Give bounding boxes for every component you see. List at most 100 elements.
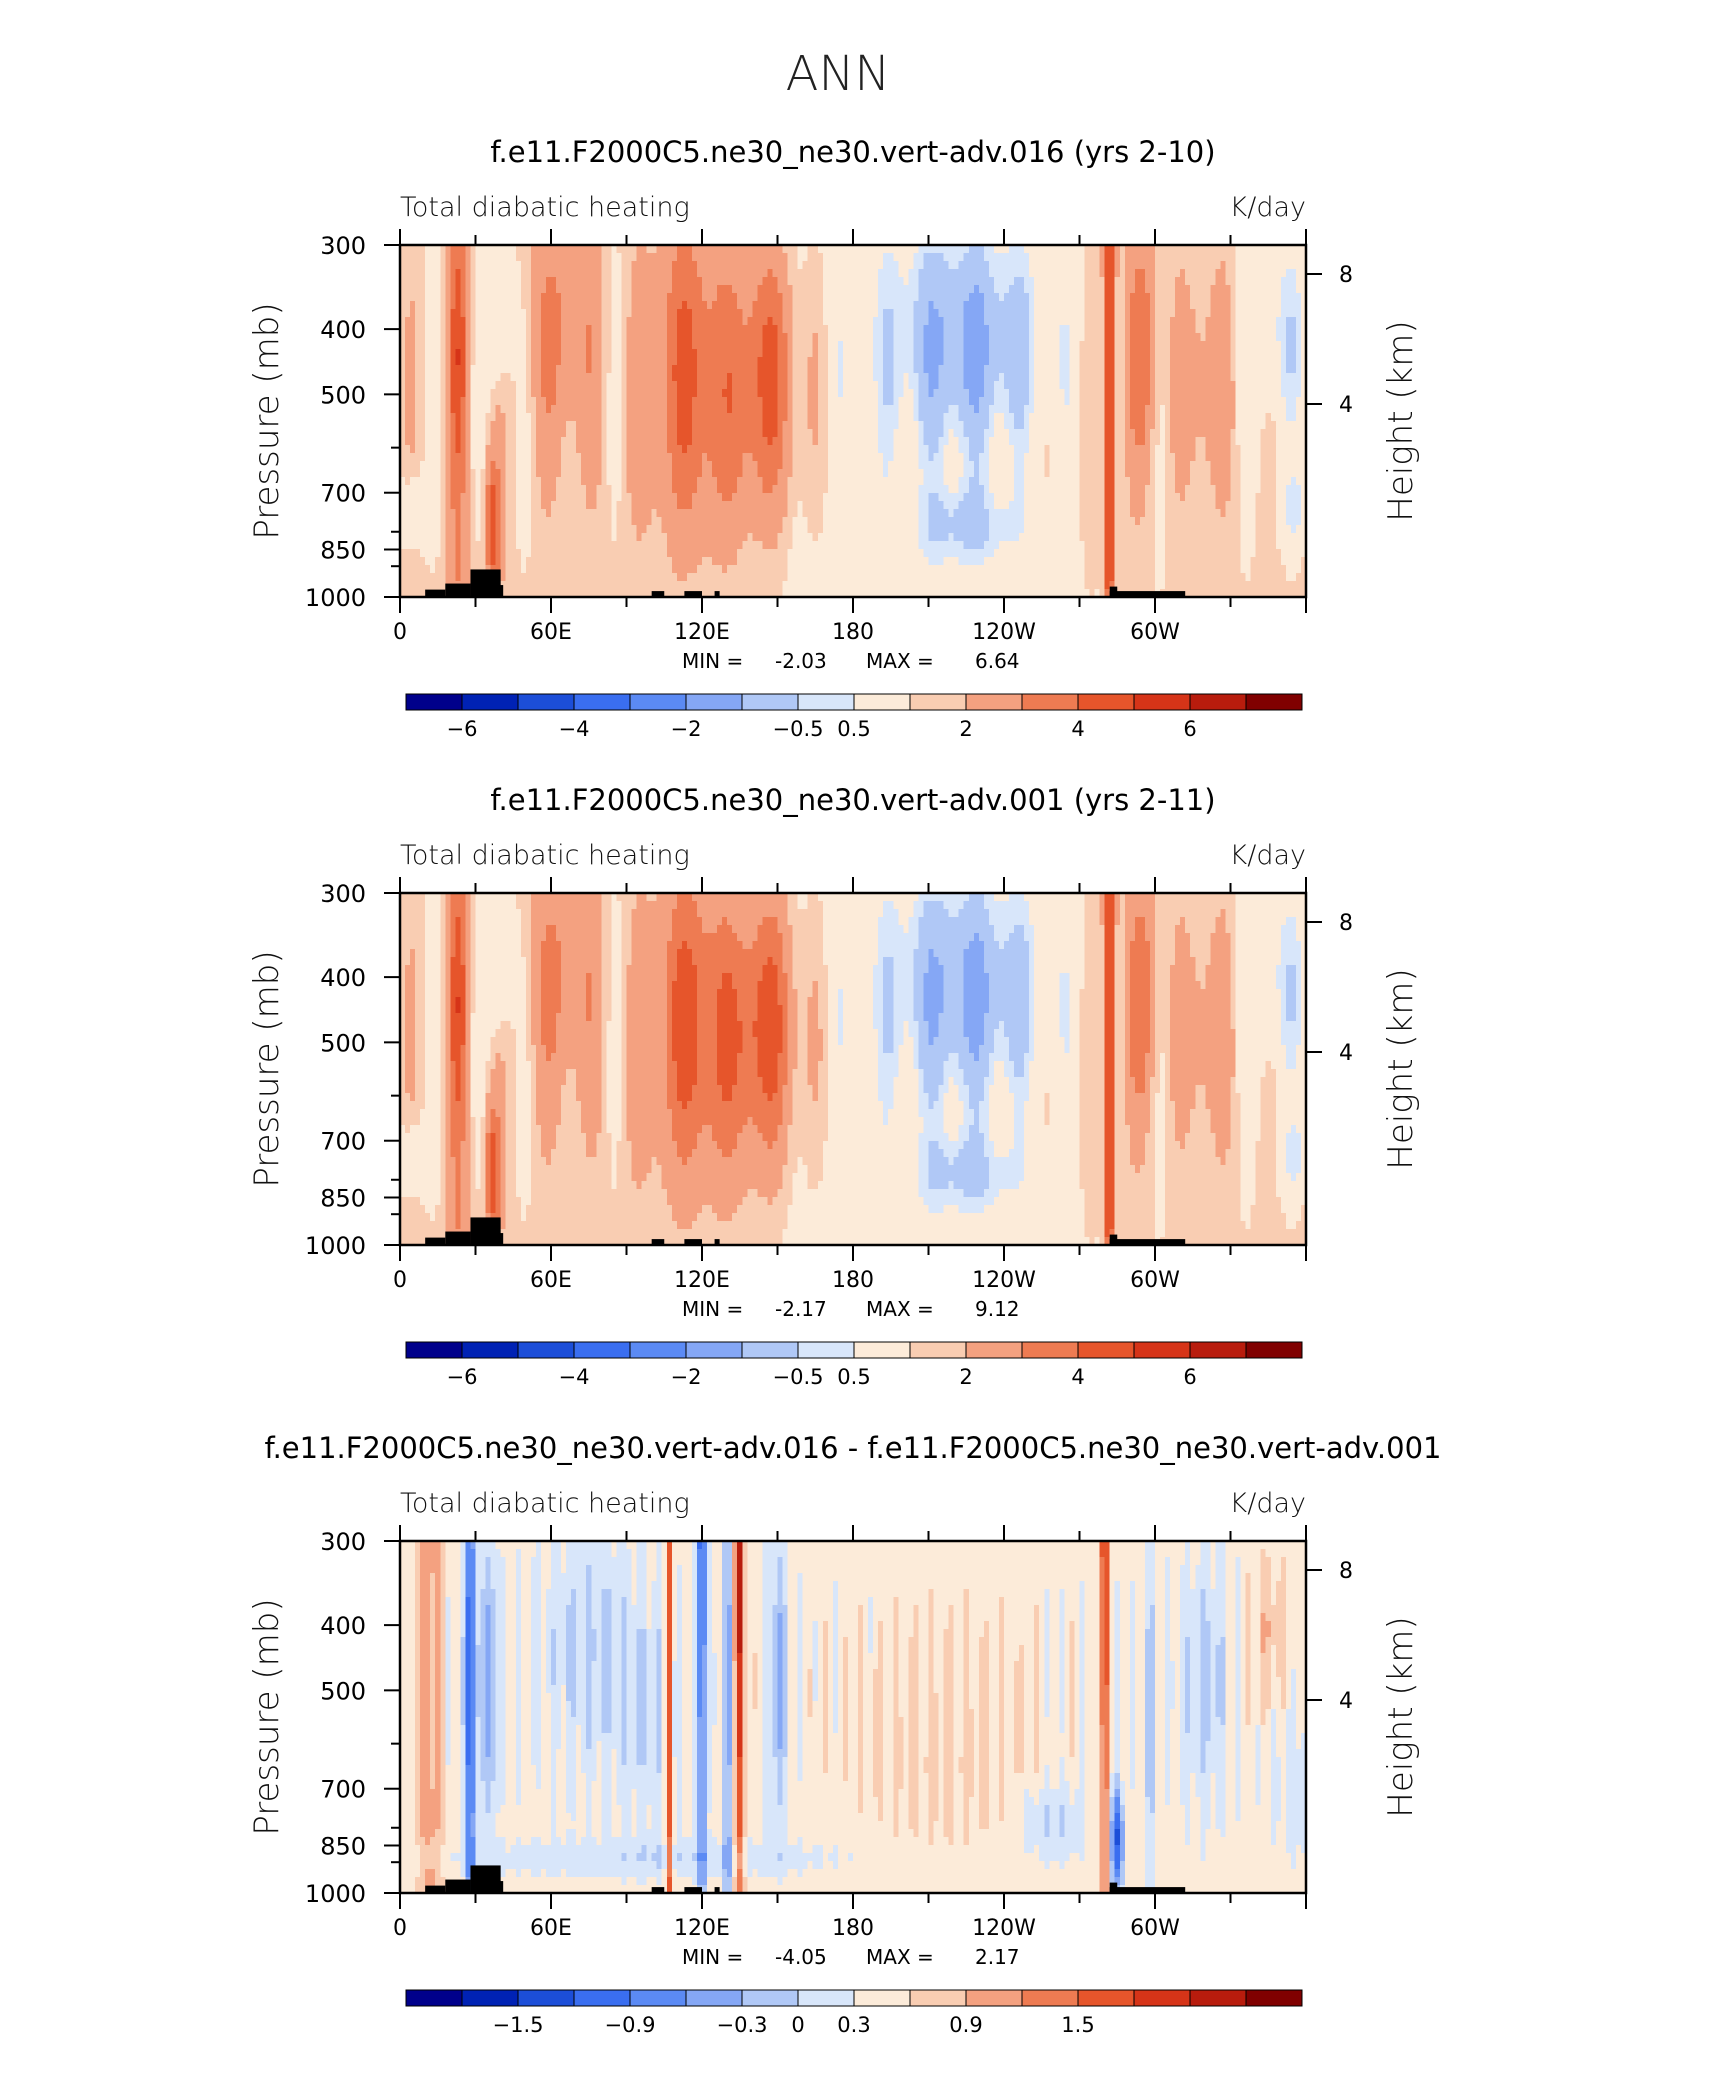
field-cell [908,269,914,278]
field-cell [571,261,577,270]
field-cell [1004,437,1010,446]
field-cell [722,333,728,342]
field-cell [455,445,461,454]
field-cell [506,397,512,406]
field-cell [652,405,658,414]
field-cell [496,405,502,414]
field-cell [964,277,970,286]
field-cell [642,365,648,374]
field-cell [546,373,552,382]
field-cell [873,389,879,398]
field-cell [923,341,929,350]
field-cell [888,453,894,462]
field-cell [1044,413,1050,422]
field-cell [677,421,683,430]
field-cell [984,333,990,342]
field-cell [546,429,552,438]
field-cell [813,429,819,438]
field-cell [793,293,799,302]
field-cell [793,413,799,422]
field-cell [677,389,683,398]
field-cell [420,269,426,278]
field-cell [561,317,567,326]
field-cell [818,349,824,358]
field-cell [445,381,451,390]
field-cell [808,293,814,302]
field-cell [727,373,733,382]
field-cell [737,389,743,398]
field-cell [1271,349,1277,358]
field-cell [1049,309,1055,318]
field-cell [591,277,597,286]
field-cell [1125,301,1131,310]
field-cell [1185,285,1191,294]
field-cell [923,381,929,390]
field-cell [752,317,758,326]
field-cell [1054,365,1060,374]
field-cell [949,333,955,342]
field-cell [898,373,904,382]
field-cell [893,421,899,430]
field-cell [667,453,673,462]
field-cell [762,381,768,390]
field-cell [677,253,683,262]
field-cell [672,453,678,462]
field-cell [1180,349,1186,358]
field-cell [1200,341,1206,350]
field-cell [979,341,985,350]
field-cell [1195,253,1201,262]
field-cell [1175,253,1181,262]
field-cell [853,389,859,398]
field-cell [581,261,587,270]
field-cell [1115,309,1121,318]
field-cell [934,437,940,446]
field-cell [833,389,839,398]
field-cell [541,301,547,310]
field-cell [923,333,929,342]
field-cell [1225,357,1231,366]
field-cell [964,397,970,406]
field-cell [752,421,758,430]
field-cell [949,261,955,270]
field-cell [405,461,411,470]
field-cell [803,277,809,286]
field-cell [1064,285,1070,294]
field-cell [415,397,421,406]
field-cell [440,277,446,286]
field-cell [672,437,678,446]
field-cell [934,333,940,342]
field-cell [1145,341,1151,350]
field-cell [712,269,718,278]
field-cell [1080,405,1086,414]
field-cell [702,397,708,406]
field-cell [1210,373,1216,382]
field-cell [405,317,411,326]
field-cell [873,317,879,326]
field-cell [1165,293,1171,302]
field-cell [893,373,899,382]
field-cell [1215,429,1221,438]
field-cell [788,333,794,342]
field-cell [460,389,466,398]
field-cell [481,269,487,278]
field-cell [1150,333,1156,342]
field-cell [1009,405,1015,414]
field-cell [506,285,512,294]
field-cell [949,309,955,318]
field-cell [511,365,517,374]
field-cell [616,397,622,406]
field-cell [486,269,492,278]
field-cell [747,421,753,430]
field-cell [531,373,537,382]
field-cell [1291,437,1297,446]
field-cell [647,397,653,406]
field-cell [526,277,532,286]
field-cell [1195,357,1201,366]
field-cell [883,309,889,318]
field-cell [450,357,456,366]
field-cell [1090,277,1096,286]
field-cell [828,245,834,254]
field-cell [767,397,773,406]
field-cell [1105,365,1111,374]
field-cell [415,309,421,318]
